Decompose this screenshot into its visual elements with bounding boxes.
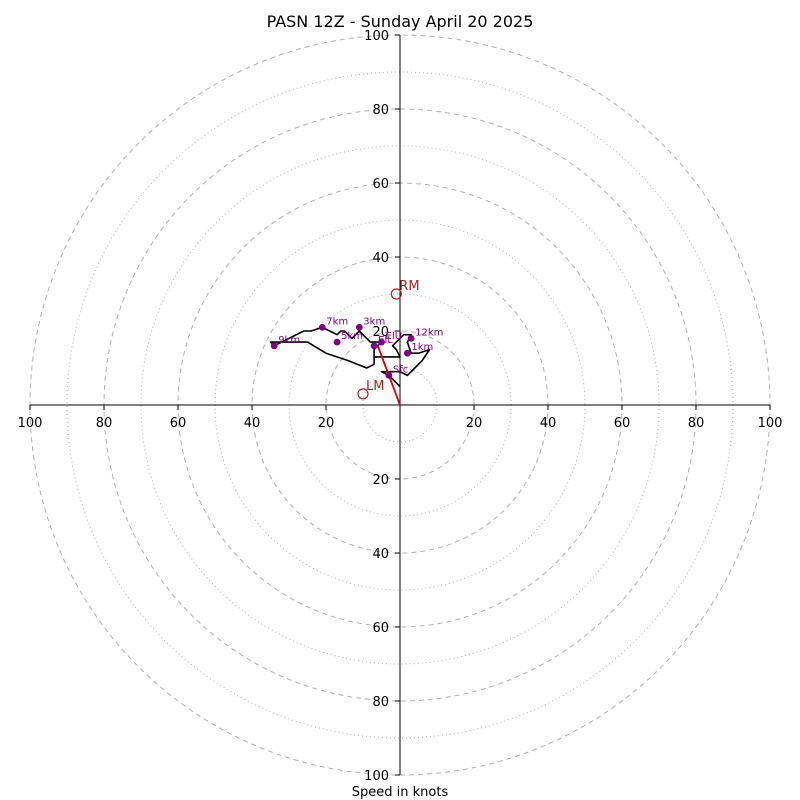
chart-title: PASN 12Z - Sunday April 20 2025 [267,12,534,31]
y-tick-label: 40 [372,251,389,266]
height-marker-point [378,338,385,346]
height-marker-point [355,323,363,331]
height-marker-label: EIL [378,335,393,346]
x-tick-label: 80 [688,416,705,431]
height-marker-label: Sfc [393,364,408,375]
height-marker-label: 7km [326,316,348,327]
height-marker-point [270,342,278,350]
height-marker-label: EIU [386,331,403,342]
y-tick-label: 60 [372,177,389,192]
storm-motion-label: RM [399,279,419,294]
y-tick-label: 80 [372,695,389,710]
x-tick-label: 40 [540,416,557,431]
x-axis-label: Speed in knots [352,785,449,800]
x-tick-label: 80 [96,416,113,431]
height-marker-point [318,323,326,331]
y-tick-label: 20 [372,325,389,340]
storm-motion-label: LM [366,379,384,394]
height-marker-label: 3km [363,316,385,327]
height-marker-point [385,372,393,379]
storm-motion: RM LM [357,279,420,400]
y-tick-label: 100 [364,769,389,784]
tick-labels: 100 80 60 40 20 20 40 60 80 100 20 40 60 80 100 20 40 60 8… [18,29,783,784]
height-marker-label: 5km [341,331,363,342]
y-tick-label: 20 [372,473,389,488]
x-tick-label: 20 [318,416,335,431]
y-tick-label: 100 [364,29,389,44]
height-marker-label: 9km [278,335,300,346]
storm-motion-marker [390,288,402,300]
x-tick-label: 100 [758,416,783,431]
height-marker-point [370,342,378,350]
storm-motion-marker [357,388,369,400]
x-tick-label: 40 [244,416,261,431]
x-tick-label: 100 [18,416,43,431]
height-marker-point [407,335,415,342]
y-tick-label: 80 [372,103,389,118]
x-tick-label: 20 [466,416,483,431]
height-marker-point [333,338,341,346]
y-tick-label: 60 [372,621,389,636]
x-tick-label: 60 [170,416,187,431]
height-marker-point [404,349,411,357]
height-marker-label: 1km [411,342,433,353]
y-tick-label: 40 [372,547,389,562]
x-tick-label: 60 [614,416,631,431]
height-marker-label: 12km [415,327,443,338]
